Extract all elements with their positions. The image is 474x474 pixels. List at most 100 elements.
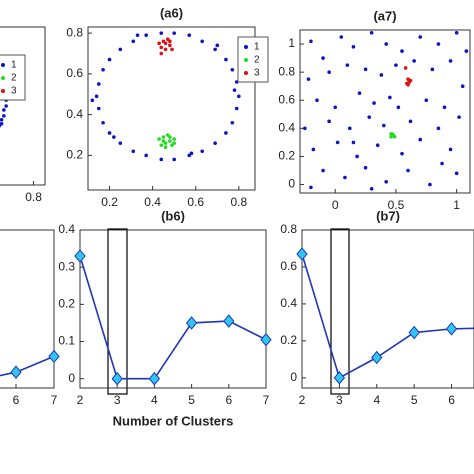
point (406, 83, 410, 87)
point (90, 98, 95, 103)
point (101, 120, 105, 125)
x-tick-label: 5 (411, 393, 418, 407)
y-tick-label: 0 (290, 370, 297, 384)
point (157, 137, 161, 141)
x-tick-label: 7 (263, 393, 270, 407)
point (309, 39, 313, 44)
legend-swatch (244, 45, 248, 49)
legend-swatch (244, 71, 248, 75)
point (430, 67, 435, 72)
point (369, 186, 374, 191)
point (107, 57, 112, 62)
y-tick-label: 1 (288, 36, 295, 50)
point (232, 88, 237, 92)
point (172, 137, 176, 141)
point (363, 67, 368, 72)
point (436, 42, 441, 46)
point (309, 185, 313, 190)
x-tick-label: 0.6 (187, 195, 204, 209)
point (168, 39, 172, 44)
axes-box (299, 29, 471, 194)
point (144, 33, 148, 37)
x-tick-label: 3 (336, 393, 343, 407)
marker (408, 325, 420, 340)
legend-label: 1 (254, 42, 260, 53)
point (384, 42, 389, 46)
point (213, 141, 217, 145)
point (418, 35, 423, 39)
point (396, 105, 401, 110)
y-tick-label: 0.4 (58, 222, 75, 236)
point (159, 45, 164, 50)
point (440, 161, 444, 166)
marker (48, 349, 60, 364)
legend-label: 1 (11, 60, 17, 71)
point (4, 104, 8, 108)
point (448, 59, 453, 63)
x-tick-label: 5 (188, 393, 195, 407)
legend-swatch (244, 58, 248, 62)
x-tick-label: 7 (51, 393, 58, 407)
point (2, 114, 6, 118)
point (189, 151, 194, 156)
point (367, 115, 372, 119)
x-tick-label: 6 (448, 393, 455, 407)
point (436, 126, 441, 131)
point (118, 47, 123, 52)
point (157, 41, 161, 46)
marker (223, 314, 235, 328)
point (96, 82, 101, 86)
y-tick-label: 0.4 (278, 121, 295, 135)
point (172, 31, 176, 35)
point (303, 126, 307, 131)
line (0, 355, 55, 377)
point (107, 131, 112, 135)
point (213, 47, 217, 52)
point (144, 153, 148, 158)
legend-label: 2 (254, 55, 260, 66)
point (424, 98, 429, 103)
point (381, 123, 386, 128)
point (0, 121, 4, 126)
point (394, 63, 398, 67)
line (301, 253, 474, 380)
point (369, 31, 374, 35)
point (159, 31, 164, 35)
point (163, 145, 168, 150)
point (161, 135, 166, 139)
point (224, 131, 228, 135)
point (347, 126, 352, 131)
point (112, 135, 116, 139)
point (159, 143, 164, 147)
chart-title: (b7) (376, 208, 400, 223)
point (200, 39, 205, 44)
marker (260, 332, 272, 347)
point (454, 31, 459, 35)
y-tick-label: 0.3 (58, 259, 75, 273)
legend: 1 2 3 (0, 54, 26, 101)
legend-label: 2 (11, 73, 17, 84)
point (163, 41, 168, 46)
point (230, 120, 235, 125)
x-axis-label: Number of Clusters (113, 413, 234, 428)
axes-box (0, 26, 46, 186)
point (355, 154, 359, 159)
point (168, 139, 172, 143)
point (172, 141, 176, 145)
legend-swatch (1, 89, 5, 93)
x-tick-label: 0.4 (144, 195, 161, 209)
point (224, 57, 228, 62)
y-tick-label: 0.8 (280, 222, 297, 236)
y-tick-label: 0.8 (66, 25, 83, 39)
point (200, 149, 205, 154)
point (379, 73, 384, 77)
x-tick-label: 0 (332, 198, 339, 212)
point (327, 70, 331, 74)
point (215, 43, 220, 48)
x-tick-label: 0.2 (101, 195, 118, 209)
point (351, 140, 356, 145)
chart-title: (a6) (160, 5, 183, 20)
y-tick-label: 0.6 (280, 259, 297, 273)
point (237, 94, 241, 99)
legend-label: 3 (11, 86, 17, 97)
